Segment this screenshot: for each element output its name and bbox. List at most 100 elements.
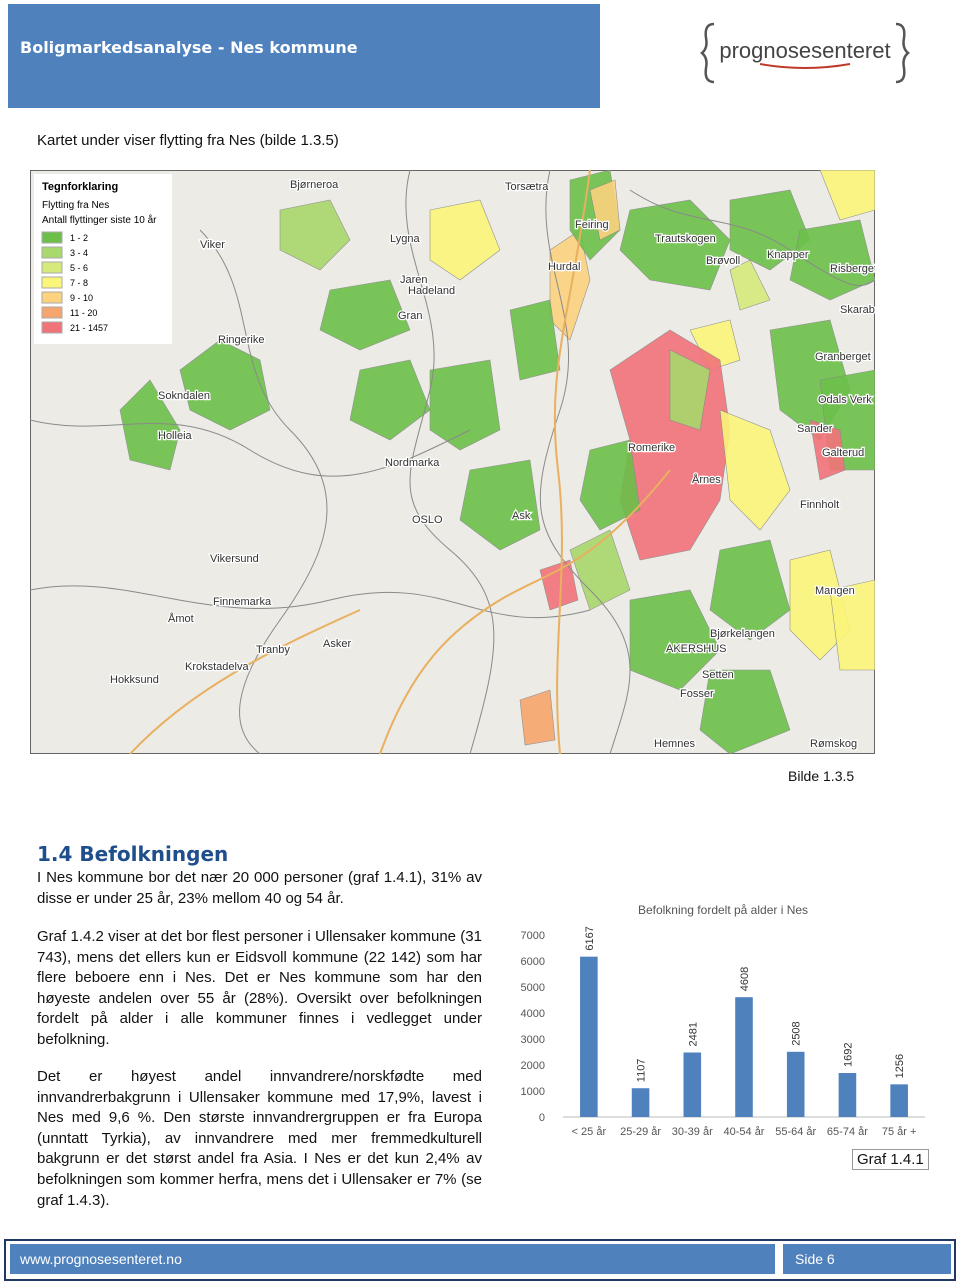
map-label: Nordmarka bbox=[385, 457, 440, 469]
legend-items: 1 - 2 3 - 4 5 - 6 7 - 8 9 - 10 11 - 20 21 - 14… bbox=[41, 231, 108, 334]
map-label: Hurdal bbox=[548, 261, 580, 273]
map-label: Gran bbox=[398, 310, 422, 322]
logo-brace bbox=[895, 22, 910, 84]
footer-url: www.prognosesenteret.no bbox=[20, 1251, 182, 1267]
map-label: Fosser bbox=[680, 688, 714, 700]
map-region bbox=[119, 379, 181, 471]
x-tick-label: < 25 år bbox=[572, 1126, 607, 1138]
y-tick-label: 0 bbox=[539, 1112, 545, 1124]
chart-title: Befolkning fordelt på alder i Nes bbox=[638, 903, 808, 917]
map-region bbox=[699, 669, 791, 754]
map-label: Bjørkelangen bbox=[710, 628, 775, 640]
bar bbox=[580, 956, 598, 1117]
legend-label: 7 - 8 bbox=[70, 278, 88, 288]
legend-swatch bbox=[41, 276, 63, 289]
map-label: Sander bbox=[797, 423, 833, 435]
data-label: 2481 bbox=[687, 1022, 699, 1046]
paragraph: I Nes kommune bor det nær 20 000 persone… bbox=[37, 869, 482, 907]
map-label: Risberget bbox=[830, 263, 875, 275]
map-label: Torsætra bbox=[505, 181, 549, 193]
logo-brace bbox=[700, 22, 715, 84]
bar bbox=[683, 1052, 702, 1117]
map-roads bbox=[129, 170, 671, 754]
logo-text: prognosesenteret bbox=[719, 38, 890, 63]
map-label: Romerike bbox=[628, 442, 675, 454]
y-tick-label: 7000 bbox=[521, 930, 545, 942]
map-label: Granberget bbox=[815, 351, 871, 363]
map-region bbox=[819, 170, 875, 221]
map-regions bbox=[119, 170, 875, 754]
map-label: Lygna bbox=[390, 233, 420, 245]
y-tick-label: 4000 bbox=[521, 1008, 545, 1020]
data-label: 1256 bbox=[894, 1054, 906, 1078]
map-region bbox=[519, 689, 556, 746]
legend-subtitle: Flytting fra Nes bbox=[42, 200, 109, 211]
legend-swatch bbox=[41, 261, 63, 274]
y-tick-label: 6000 bbox=[521, 956, 545, 968]
map-label: Odals Verk bbox=[818, 394, 872, 406]
paragraph: Det er høyest andel innvandrere/norskfød… bbox=[37, 1068, 482, 1209]
x-tick-label: 25-29 år bbox=[620, 1126, 661, 1138]
chart: Befolkning fordelt på alder i Nes 0 1000 2… bbox=[521, 903, 925, 1138]
map-label: Setten bbox=[702, 669, 734, 681]
map-region bbox=[709, 539, 791, 641]
legend-label: 3 - 4 bbox=[70, 248, 88, 258]
map-label: Jaren bbox=[400, 274, 428, 286]
map-label: Finnholt bbox=[800, 499, 839, 511]
map: Bjørneroa Torsætra Lygna Viker JarenHadeland… bbox=[30, 170, 875, 754]
page-number: Side 6 bbox=[795, 1251, 835, 1267]
legend-swatch bbox=[41, 246, 63, 259]
map-region bbox=[669, 349, 711, 431]
map-region bbox=[579, 439, 641, 531]
map-label: Holleia bbox=[158, 430, 193, 442]
y-tick-label: 1000 bbox=[521, 1086, 545, 1098]
data-label: 1692 bbox=[842, 1043, 854, 1067]
map-label: Trautskogen bbox=[655, 233, 716, 245]
x-tick-label: 75 år + bbox=[882, 1126, 917, 1138]
data-label: 6167 bbox=[584, 926, 596, 950]
data-label: 4608 bbox=[739, 967, 751, 991]
legend-label: 5 - 6 bbox=[70, 263, 88, 273]
logo-swoosh bbox=[759, 63, 851, 69]
legend-label: 21 - 1457 bbox=[70, 323, 108, 333]
map-label: Finnemarka bbox=[213, 596, 272, 608]
footer-bar bbox=[783, 1244, 951, 1274]
data-label: 2508 bbox=[791, 1021, 803, 1045]
logo: prognosesenteret bbox=[700, 22, 910, 84]
intro-text: Kartet under viser flytting fra Nes (bil… bbox=[37, 132, 339, 149]
legend-title: Tegnforklaring bbox=[42, 181, 118, 193]
map-legend: Tegnforklaring Flytting fra Nes Antall f… bbox=[34, 174, 172, 344]
map-borders bbox=[30, 170, 875, 754]
y-tick-label: 2000 bbox=[521, 1060, 545, 1072]
map-label: Galterud bbox=[822, 447, 864, 459]
map-region bbox=[589, 179, 621, 241]
paragraph: Graf 1.4.2 viser at det bor flest person… bbox=[37, 928, 482, 1048]
map-label: Bjørneroa bbox=[290, 179, 339, 191]
legend-swatch bbox=[41, 291, 63, 304]
map-label: Hemnes bbox=[654, 738, 695, 750]
map-label: Mangen bbox=[815, 585, 855, 597]
map-label: Hokksund bbox=[110, 674, 159, 686]
map-label: Sokndalen bbox=[158, 390, 210, 402]
map-caption: Bilde 1.3.5 bbox=[788, 768, 855, 784]
map-region bbox=[319, 279, 411, 351]
bar bbox=[890, 1084, 908, 1117]
x-tick-label: 55-64 år bbox=[775, 1126, 816, 1138]
legend-unit: Antall flyttinger siste 10 år bbox=[42, 214, 157, 226]
bar bbox=[838, 1073, 857, 1117]
map-label: Asker bbox=[323, 638, 351, 650]
map-region bbox=[569, 529, 631, 611]
map-region bbox=[429, 359, 501, 451]
bar bbox=[735, 997, 753, 1117]
map-region bbox=[459, 459, 541, 551]
map-region bbox=[629, 589, 721, 691]
map-region bbox=[789, 219, 875, 301]
map-label: Åmot bbox=[168, 612, 194, 625]
map-region bbox=[179, 339, 271, 431]
map-label: Krokstadelva bbox=[185, 661, 249, 673]
map-label: AKERSHUS bbox=[666, 643, 727, 655]
legend-swatch bbox=[41, 306, 63, 319]
map-region bbox=[809, 419, 846, 481]
map-region bbox=[719, 409, 791, 531]
